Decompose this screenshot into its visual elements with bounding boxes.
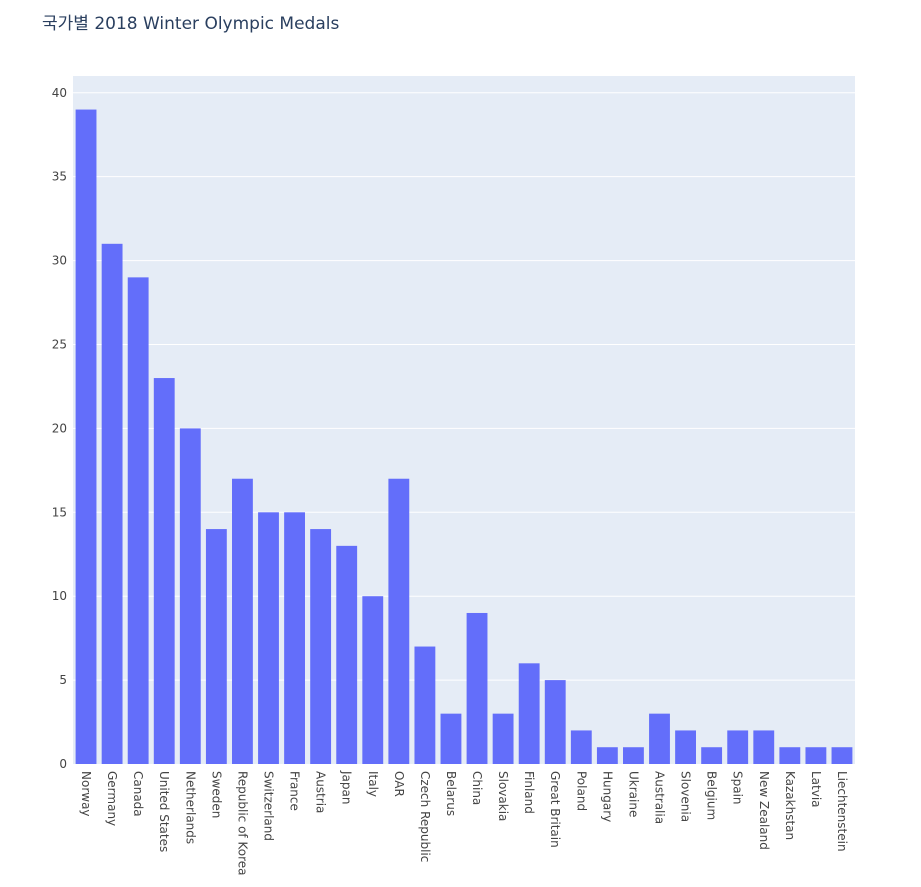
bars [75, 109, 853, 764]
bar-china[interactable] [466, 612, 488, 764]
gridlines [73, 92, 855, 681]
x-tick-label: Finland [522, 771, 536, 814]
x-tick-label: China [470, 771, 484, 805]
x-tick-label: Japan [340, 770, 354, 804]
bar-spain[interactable] [727, 730, 749, 764]
x-tick-label: Norway [79, 771, 93, 817]
bar-oar[interactable] [388, 478, 410, 764]
y-tick-label: 30 [52, 254, 67, 268]
bar-italy[interactable] [362, 596, 384, 764]
x-tick-label: Belgium [705, 771, 719, 820]
x-tick-label: Netherlands [183, 771, 197, 844]
x-tick-label: Great Britain [548, 771, 562, 848]
x-tick-label: Republic of Korea [235, 771, 249, 876]
x-tick-label: Slovenia [679, 771, 693, 822]
bar-belgium[interactable] [701, 747, 723, 764]
x-tick-label: Czech Republic [418, 771, 432, 862]
bar-finland[interactable] [518, 663, 540, 764]
bar-japan[interactable] [336, 545, 358, 764]
bar-france[interactable] [284, 512, 305, 764]
bar-netherlands[interactable] [179, 428, 201, 764]
bar-republic-of-korea[interactable] [232, 478, 253, 764]
x-tick-label: Sweden [209, 771, 223, 818]
y-tick-label: 0 [59, 757, 67, 771]
x-tick-label: United States [157, 771, 171, 852]
bar-ukraine[interactable] [623, 747, 644, 764]
plot-area [73, 76, 855, 764]
x-tick-label: France [288, 771, 302, 811]
bar-slovenia[interactable] [675, 730, 696, 764]
y-tick-label: 5 [59, 673, 67, 687]
bar-norway[interactable] [75, 109, 97, 764]
bar-poland[interactable] [570, 730, 592, 764]
bar-latvia[interactable] [805, 747, 827, 764]
bar-united-states[interactable] [153, 378, 175, 764]
bar-austria[interactable] [310, 529, 332, 764]
bar-australia[interactable] [649, 713, 670, 764]
bar-germany[interactable] [101, 243, 123, 764]
x-tick-label: OAR [392, 771, 406, 797]
x-tick-label: Latvia [809, 771, 823, 808]
y-tick-label: 15 [52, 505, 67, 519]
x-tick-label: New Zealand [757, 771, 771, 850]
bar-new-zealand[interactable] [753, 730, 775, 764]
x-tick-label: Germany [105, 771, 119, 826]
y-tick-label: 10 [52, 589, 67, 603]
x-tick-label: Hungary [600, 771, 614, 822]
y-tick-label: 20 [52, 421, 67, 435]
y-tick-label: 25 [52, 337, 67, 351]
x-tick-label: Kazakhstan [783, 771, 797, 840]
x-tick-label: Switzerland [262, 771, 276, 841]
x-tick-label: Slovakia [496, 771, 510, 821]
bar-great-britain[interactable] [544, 680, 566, 764]
chart-title: 국가별 2018 Winter Olympic Medals [42, 14, 340, 34]
x-tick-label: Liechtenstein [835, 771, 849, 852]
x-tick-label: Canada [131, 771, 145, 817]
x-tick-label: Belarus [444, 771, 458, 816]
bar-liechtenstein[interactable] [831, 747, 853, 764]
bar-switzerland[interactable] [258, 512, 279, 764]
x-tick-label: Italy [366, 771, 380, 797]
bar-belarus[interactable] [440, 713, 462, 764]
x-axis-ticks: Norway Germany Canada United States Netherla… [79, 770, 849, 876]
x-tick-label: Spain [731, 771, 745, 805]
bar-kazakhstan[interactable] [779, 747, 801, 764]
bar-slovakia[interactable] [492, 713, 514, 764]
x-tick-label: Poland [574, 771, 588, 811]
bar-canada[interactable] [127, 277, 149, 764]
x-tick-label: Ukraine [626, 771, 640, 817]
bar-sweden[interactable] [205, 529, 227, 764]
x-tick-label: Australia [653, 771, 667, 824]
bar-hungary[interactable] [596, 747, 618, 764]
y-axis-ticks: 0 5 10 15 20 25 30 35 40 [52, 86, 67, 771]
x-tick-label: Austria [314, 771, 328, 813]
bar-czech-republic[interactable] [414, 646, 436, 764]
y-tick-label: 35 [52, 170, 67, 184]
y-tick-label: 40 [52, 86, 67, 100]
